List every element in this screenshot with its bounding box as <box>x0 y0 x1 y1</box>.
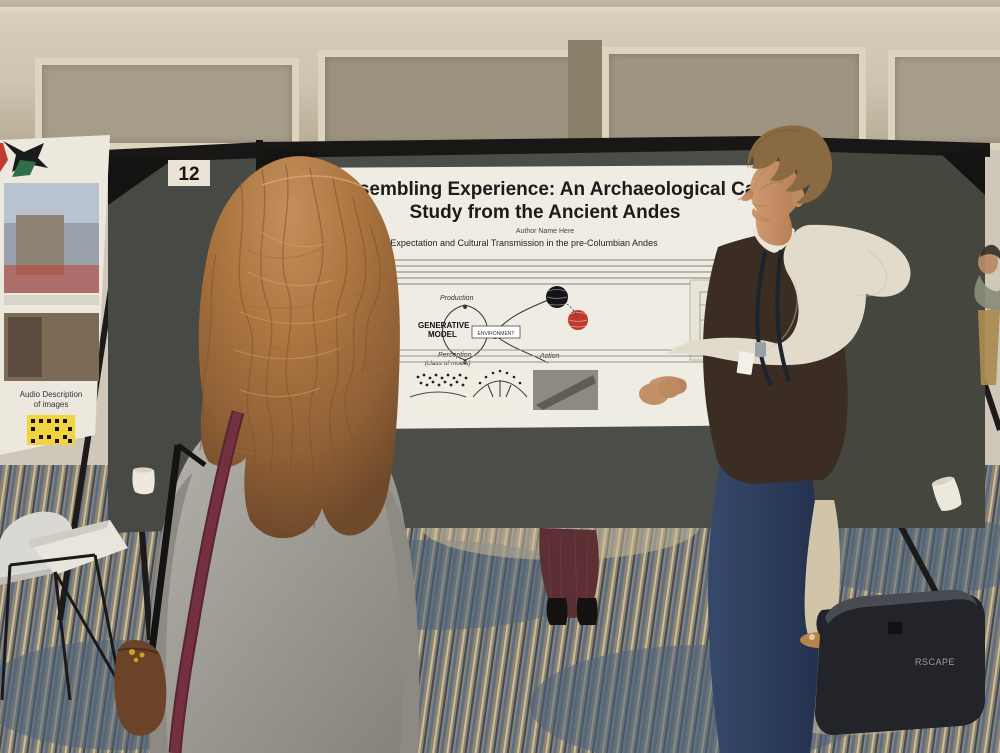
svg-text:RSCAPE: RSCAPE <box>915 657 955 667</box>
